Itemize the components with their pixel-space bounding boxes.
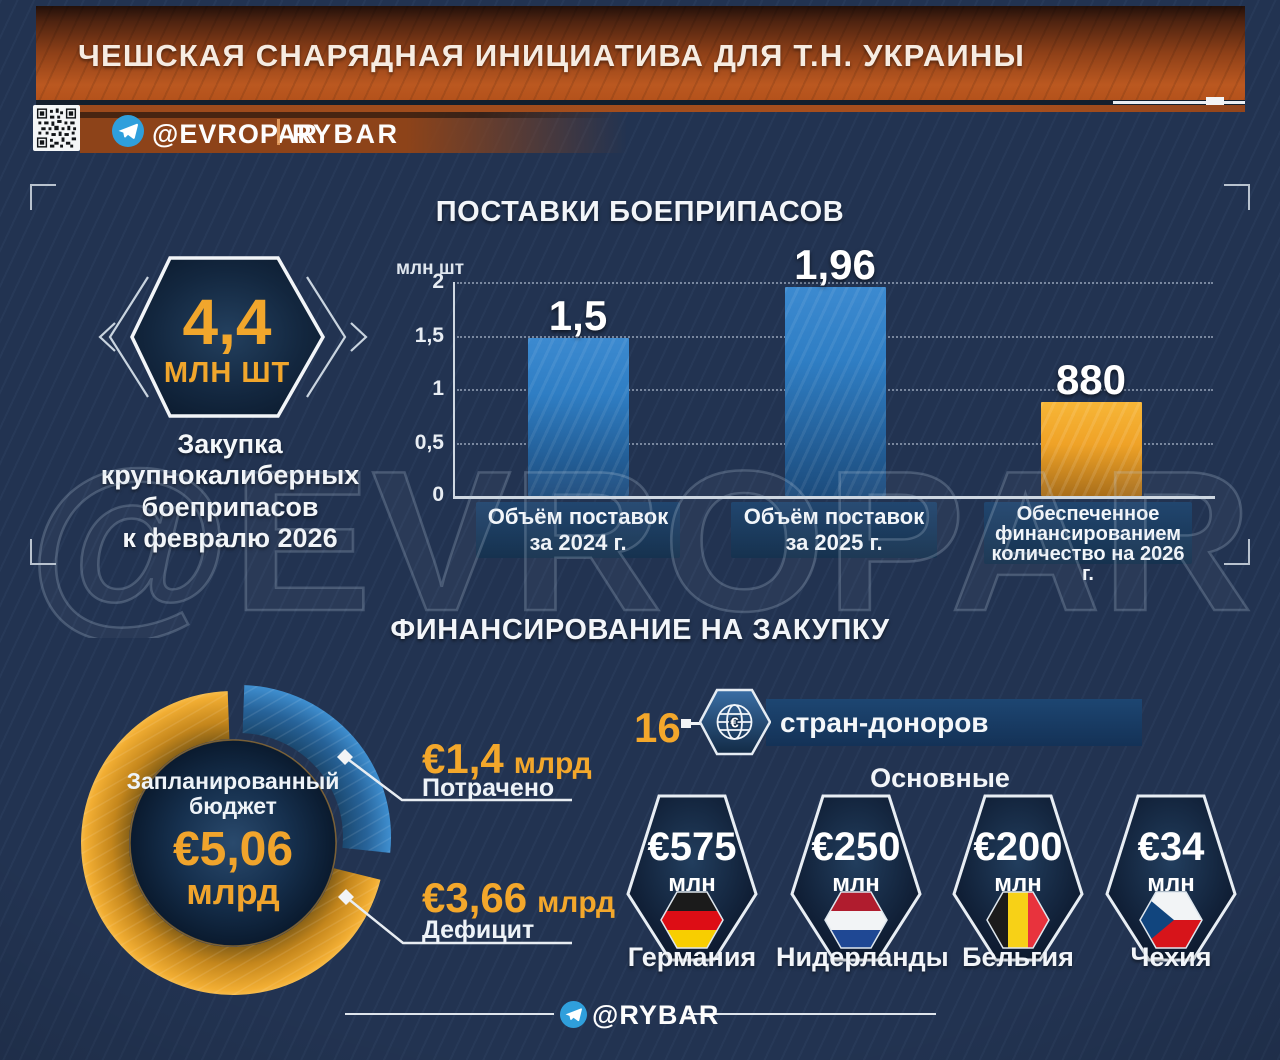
donor-connector-square <box>681 719 691 728</box>
badge-caption-line: Закупка крупнокалиберных <box>100 429 360 491</box>
category-line: Объём поставок <box>487 504 669 529</box>
donor-amount: €575 <box>648 825 737 869</box>
donut-center-disc <box>129 739 337 947</box>
donor-countries-label: стран-доноров <box>780 707 989 738</box>
category-line: Обеспеченное <box>1016 503 1160 525</box>
donor-name-czechia: Чехия <box>1130 942 1212 972</box>
globe-hexagon: € <box>698 687 772 762</box>
deficit-label: Дефицит <box>422 916 535 944</box>
header-accent-square <box>1206 97 1224 107</box>
badge-value: 4,4 <box>183 286 272 358</box>
category-line: Объём поставок <box>743 504 925 529</box>
donor-card-czechia: €34 млн <box>1105 794 1237 967</box>
bar-value-2024: 1,5 <box>548 292 608 339</box>
deficit-value: €3,66 <box>422 874 528 921</box>
donut-slice-spent <box>242 685 392 853</box>
budget-donut-chart <box>55 665 425 1040</box>
bar-2025 <box>785 287 886 496</box>
euro-symbol: € <box>730 715 739 732</box>
donor-amount: €250 <box>812 825 901 869</box>
header-band <box>36 6 1245 100</box>
badge-hexagon-shape <box>130 256 326 418</box>
donor-name-germany: Германия <box>627 942 757 972</box>
category-line: за 2025 г. <box>785 530 883 555</box>
donor-name-belgium: Бельгия <box>962 942 1074 972</box>
y-tick-label: 2 <box>432 270 444 293</box>
bar-2026-funded <box>1041 402 1142 496</box>
deficit-unit: млрд <box>537 886 615 919</box>
category-line: за 2024 г. <box>529 530 627 555</box>
panel-corner-top-right <box>1224 184 1250 210</box>
badge-hexagon: 4,4 МЛН ШТ <box>85 250 375 430</box>
panel-corner-bottom-left <box>30 539 56 565</box>
y-tick-label: 0 <box>432 483 444 506</box>
qr-code <box>33 105 80 151</box>
brand-divider <box>277 119 280 145</box>
budget-label-line: бюджет <box>189 793 277 820</box>
bar-2024 <box>528 338 629 496</box>
bar-value-2026: 880 <box>1055 356 1127 403</box>
spent-label: Потрачено <box>422 774 555 802</box>
spent-amount: €1,4 млрд <box>422 735 592 783</box>
x-axis <box>453 496 1215 499</box>
badge-unit: МЛН ШТ <box>164 357 290 389</box>
category-box-2025: Объём поставок за 2025 г. <box>731 502 937 558</box>
category-line: количество на 2026 г. <box>991 543 1185 585</box>
brand-channel: @EVROPAR <box>152 119 318 149</box>
donor-amount: €34 <box>1138 825 1205 869</box>
category-box-2026: Обеспеченное финансированием количество … <box>984 502 1192 584</box>
header-underline <box>36 100 1245 105</box>
brand-partner: RYBAR <box>292 119 400 149</box>
donor-card-germany: €575 млн <box>626 794 758 967</box>
donors-subtitle: Основные <box>870 763 1010 793</box>
chevrons-right-icon <box>306 276 368 398</box>
header-strip <box>36 105 1245 112</box>
donor-name-netherlands: Нидерланды <box>776 942 949 972</box>
spent-value: €1,4 <box>422 735 504 782</box>
brand-band <box>80 112 1245 153</box>
panel-corner-top-left <box>30 184 56 210</box>
financing-section-title: ФИНАНСИРОВАНИЕ НА ЗАКУПКУ <box>390 614 890 646</box>
page-title: ЧЕШСКАЯ СНАРЯДНАЯ ИНИЦИАТИВА ДЛЯ Т.Н. УК… <box>78 38 1026 73</box>
y-tick-label: 1 <box>432 377 444 400</box>
y-tick-label: 1,5 <box>414 324 444 347</box>
globe-euro-icon <box>716 704 753 740</box>
donut-center-label: Запланированный бюджет €5,06 млрд <box>103 768 363 912</box>
category-line: финансированием <box>994 523 1182 545</box>
donor-count: 16 <box>634 704 681 751</box>
donor-connector-line <box>691 722 703 725</box>
flag-netherlands-icon <box>824 891 888 949</box>
category-box-2024: Объём поставок за 2024 г. <box>476 502 680 558</box>
budget-unit: млрд <box>186 870 280 912</box>
gridline-2 <box>457 282 1213 284</box>
qr-code-icon <box>35 107 78 149</box>
donut-slice-deficit <box>81 691 381 996</box>
deficit-amount: €3,66 млрд <box>422 874 615 922</box>
donor-amount: €200 <box>974 825 1063 869</box>
footer-line-right <box>688 1013 936 1015</box>
budget-label-line: Запланированный <box>126 768 340 794</box>
donor-card-netherlands: €250 млн <box>790 794 922 967</box>
chevrons-left-icon <box>98 276 149 398</box>
badge-caption-line: к февралю 2026 <box>122 522 338 553</box>
donor-card-belgium: €200 млн <box>952 794 1084 967</box>
footer-telegram-icon <box>560 1001 587 1033</box>
telegram-icon <box>112 115 144 152</box>
badge-caption-line: боеприпасов <box>141 491 319 522</box>
flag-germany-icon <box>660 891 724 949</box>
panel-corner-bottom-right <box>1224 539 1250 565</box>
bar-value-2025: 1,96 <box>794 241 876 288</box>
supplies-section-title: ПОСТАВКИ БОЕПРИПАСОВ <box>435 196 845 228</box>
spent-unit: млрд <box>513 747 592 780</box>
y-tick-label: 0,5 <box>414 431 444 454</box>
header-accent-line <box>1113 101 1245 104</box>
y-axis-unit-label: млн шт <box>396 258 465 279</box>
footer-channel: @RYBAR <box>592 1000 720 1030</box>
budget-value: €5,06 <box>172 822 294 876</box>
badge-caption: Закупка крупнокалиберных боеприпасов к ф… <box>55 429 405 554</box>
y-axis <box>453 282 455 498</box>
footer-line-left <box>345 1013 554 1015</box>
donor-countries-bar: стран-доноров <box>766 699 1142 746</box>
